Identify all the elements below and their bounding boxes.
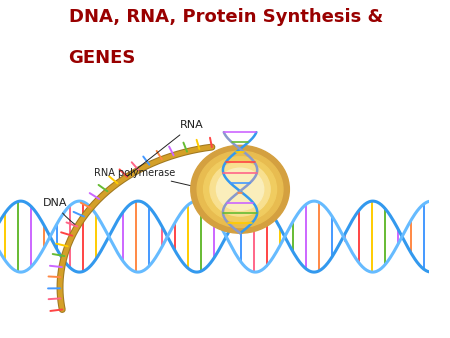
Text: GENES: GENES — [68, 49, 136, 67]
Text: DNA: DNA — [43, 198, 75, 224]
Ellipse shape — [191, 145, 289, 233]
Text: DNA, RNA, Protein Synthesis &: DNA, RNA, Protein Synthesis & — [68, 8, 383, 26]
Ellipse shape — [210, 163, 270, 216]
Ellipse shape — [216, 168, 264, 210]
Ellipse shape — [203, 157, 277, 222]
Text: RNA polymerase: RNA polymerase — [94, 168, 223, 193]
Text: RNA: RNA — [127, 120, 204, 176]
Ellipse shape — [197, 151, 283, 227]
